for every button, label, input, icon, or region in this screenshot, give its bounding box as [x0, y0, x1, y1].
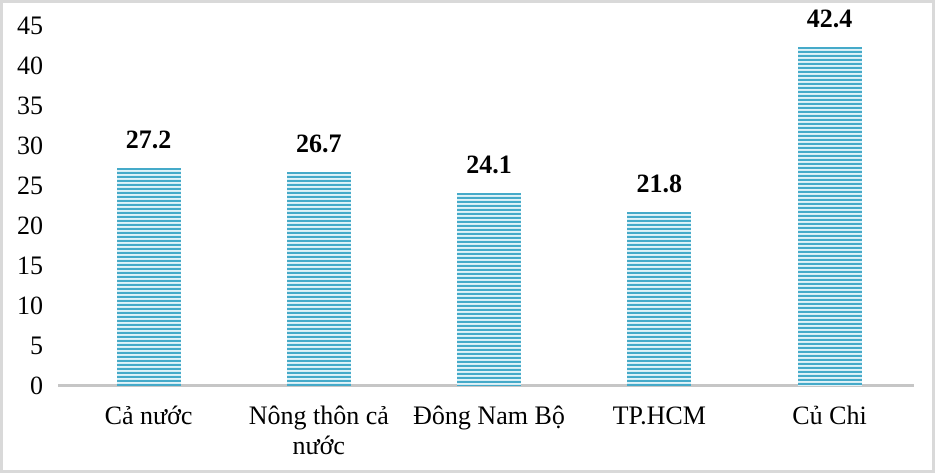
y-axis-tick-label: 35: [17, 91, 43, 120]
bar-value-label: 27.2: [125, 125, 172, 155]
x-axis-category-label: Củ Chi: [792, 401, 867, 430]
y-axis-tick-label: 10: [17, 291, 43, 320]
x-axis-category-label: Đông Nam Bộ: [413, 401, 565, 430]
y-axis-tick-label: 20: [17, 211, 43, 240]
x-axis-category-label: Cả nước: [104, 401, 193, 430]
y-axis-tick-label: 5: [30, 331, 43, 360]
bar-value-label: 21.8: [636, 168, 683, 198]
y-axis-tick-label: 15: [17, 251, 43, 280]
y-axis-tick-label: 45: [17, 11, 43, 40]
x-axis-category-label: Nông thôn cả nước: [248, 401, 389, 460]
y-axis-tick-label: 30: [17, 131, 43, 160]
bar-value-label: 42.4: [806, 3, 853, 33]
bar: [286, 172, 351, 386]
y-axis-tick-label: 25: [17, 171, 43, 200]
bar: [116, 168, 181, 386]
bar: [797, 46, 862, 386]
bar-value-label: 26.7: [296, 129, 342, 159]
y-axis-tick-label: 0: [30, 371, 43, 400]
bar-chart: 0 5 10 15 20 25 30 35 40 45 27.2 Cả nước 26.7 Nông th…: [3, 3, 932, 470]
bar: [457, 193, 521, 386]
bar-value-label: 24.1: [466, 150, 512, 180]
y-axis-tick-label: 40: [17, 51, 43, 80]
bar: [627, 211, 692, 386]
x-axis-category-label: TP.HCM: [612, 401, 706, 430]
